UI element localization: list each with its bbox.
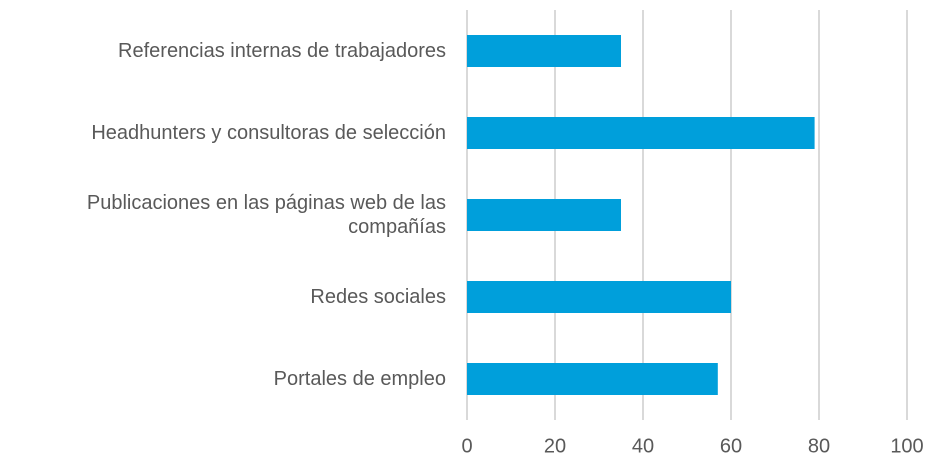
bar [467,199,621,231]
x-tick-label: 40 [632,435,654,457]
y-tick-label: Publicaciones en las páginas web de las … [86,192,446,238]
x-tick-label: 60 [720,435,742,457]
y-tick-label: Portales de empleo [273,368,446,390]
bar [467,281,731,313]
y-tick-label: Redes sociales [310,286,446,308]
bar [467,35,621,67]
x-tick-label: 80 [808,435,830,457]
x-tick-label: 0 [461,435,472,457]
bar [467,117,815,149]
y-tick-label: Referencias internas de trabajadores [118,40,446,62]
x-tick-label: 100 [890,435,923,457]
x-tick-label: 20 [544,435,566,457]
y-tick-label: Headhunters y consultoras de selección [91,122,446,144]
bar [467,363,718,395]
